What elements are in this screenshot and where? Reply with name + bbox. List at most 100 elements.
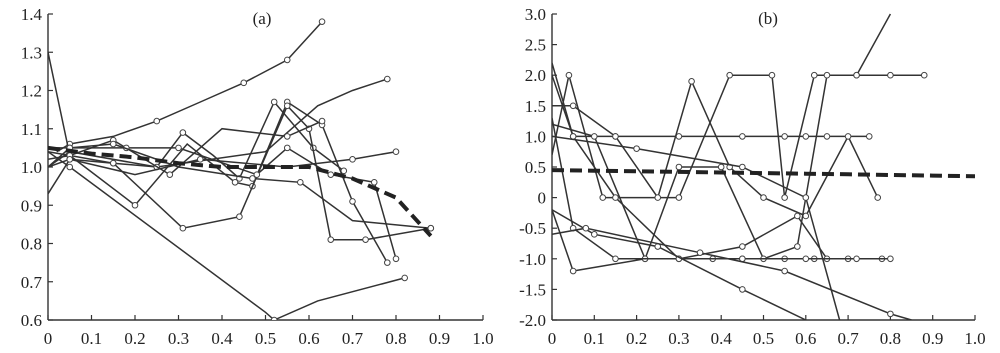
- data-point: [231, 179, 239, 186]
- x-tick-label: 0.2: [626, 329, 647, 348]
- x-tick-label: 0.8: [385, 329, 406, 348]
- y-tick-label: -1.5: [519, 280, 546, 299]
- data-point: [675, 133, 683, 140]
- y-tick-label: 0: [538, 189, 547, 208]
- y-tick-label: 0.8: [21, 235, 42, 254]
- data-point: [887, 71, 894, 79]
- panel-label: (a): [253, 9, 272, 28]
- series-line-6: [552, 62, 891, 260]
- data-point: [781, 267, 788, 275]
- series-line-3: [48, 52, 345, 180]
- data-point: [591, 231, 598, 238]
- data-point: [844, 133, 852, 140]
- series-line-8: [48, 146, 397, 260]
- data-point: [131, 201, 139, 209]
- x-tick-label: 0.4: [211, 329, 233, 348]
- x-tick-label: 0.5: [255, 329, 276, 348]
- y-tick-label: 1.2: [21, 82, 42, 101]
- data-point: [270, 316, 278, 320]
- series-line-10: [552, 135, 841, 320]
- y-tick-label: 1.0: [21, 158, 42, 177]
- data-point: [717, 163, 725, 171]
- data-point: [688, 78, 695, 85]
- data-point: [853, 255, 860, 263]
- data-point: [384, 75, 391, 83]
- series-line-2: [48, 78, 388, 168]
- series-line-8: [552, 209, 807, 320]
- x-tick-label: 0.3: [168, 329, 189, 348]
- data-point: [853, 71, 860, 79]
- plot-area: [552, 13, 975, 320]
- data-point: [591, 133, 598, 140]
- data-point: [874, 194, 882, 201]
- data-point: [362, 236, 369, 243]
- x-tick-label: 1.0: [964, 329, 985, 348]
- series-line-7: [552, 117, 857, 260]
- data-point: [253, 171, 261, 178]
- y-tick-label: 0.5: [525, 158, 546, 177]
- x-tick-label: 0.5: [753, 329, 774, 348]
- data-point: [401, 274, 409, 282]
- data-point: [427, 224, 435, 232]
- x-tick-label: 0.1: [81, 329, 102, 348]
- y-tick-label: 0.6: [21, 311, 42, 330]
- data-point: [810, 71, 818, 79]
- data-point: [569, 267, 577, 275]
- y-tick-label: 0.7: [21, 273, 43, 292]
- x-tick-label: 0: [44, 329, 53, 348]
- y-tick-label: 1.4: [21, 5, 43, 24]
- data-point: [599, 194, 607, 201]
- series-line-5: [48, 104, 431, 241]
- y-tick-label: -2.0: [519, 311, 546, 330]
- data-point: [612, 133, 619, 140]
- data-point: [327, 236, 335, 243]
- x-tick-label: 0.6: [298, 329, 319, 348]
- data-point: [569, 102, 577, 110]
- panel-label: (b): [758, 9, 778, 28]
- data-point: [726, 71, 733, 79]
- plot-area: [48, 18, 435, 320]
- data-point: [283, 56, 291, 64]
- x-tick-label: 0.3: [668, 329, 689, 348]
- y-tick-label: 1.5: [525, 97, 546, 116]
- x-tick-label: 0.7: [342, 329, 364, 348]
- data-point: [781, 133, 788, 140]
- y-tick-label: 0.9: [21, 196, 42, 215]
- data-point: [675, 163, 683, 171]
- series-line-10: [48, 143, 431, 229]
- data-point: [349, 198, 356, 205]
- data-point: [582, 224, 590, 232]
- y-tick-label: -0.5: [519, 219, 546, 238]
- data-point: [179, 129, 187, 136]
- series-line-1: [56, 21, 323, 153]
- data-point: [794, 212, 801, 220]
- x-tick-label: 0.1: [584, 329, 605, 348]
- data-point: [240, 79, 248, 87]
- x-tick-label: 0.9: [922, 329, 943, 348]
- data-point: [153, 117, 161, 125]
- data-point: [392, 148, 400, 155]
- data-point: [802, 133, 810, 140]
- mean-dashed-line: [48, 145, 433, 238]
- data-point: [823, 133, 831, 140]
- data-point: [612, 194, 619, 201]
- data-point: [283, 133, 291, 140]
- chart-panel-b: -2.0 -1.5 -1.0 -0.5 0 0.5 1.0 1.5 2.0 2.5 3.0 0 0.1 0…: [519, 5, 986, 348]
- data-point: [569, 133, 577, 140]
- y-tick-label: 2.0: [525, 66, 546, 85]
- series-line-4: [48, 100, 388, 263]
- data-point: [236, 213, 243, 221]
- data-point: [392, 255, 400, 263]
- series-line-5: [552, 13, 892, 261]
- data-point: [196, 156, 204, 163]
- data-point: [760, 194, 767, 201]
- data-point: [283, 144, 291, 152]
- data-point: [739, 286, 746, 293]
- series-line-9: [552, 227, 912, 320]
- data-point: [633, 145, 640, 152]
- data-point: [781, 194, 788, 201]
- data-point: [249, 175, 256, 182]
- data-point: [175, 144, 182, 152]
